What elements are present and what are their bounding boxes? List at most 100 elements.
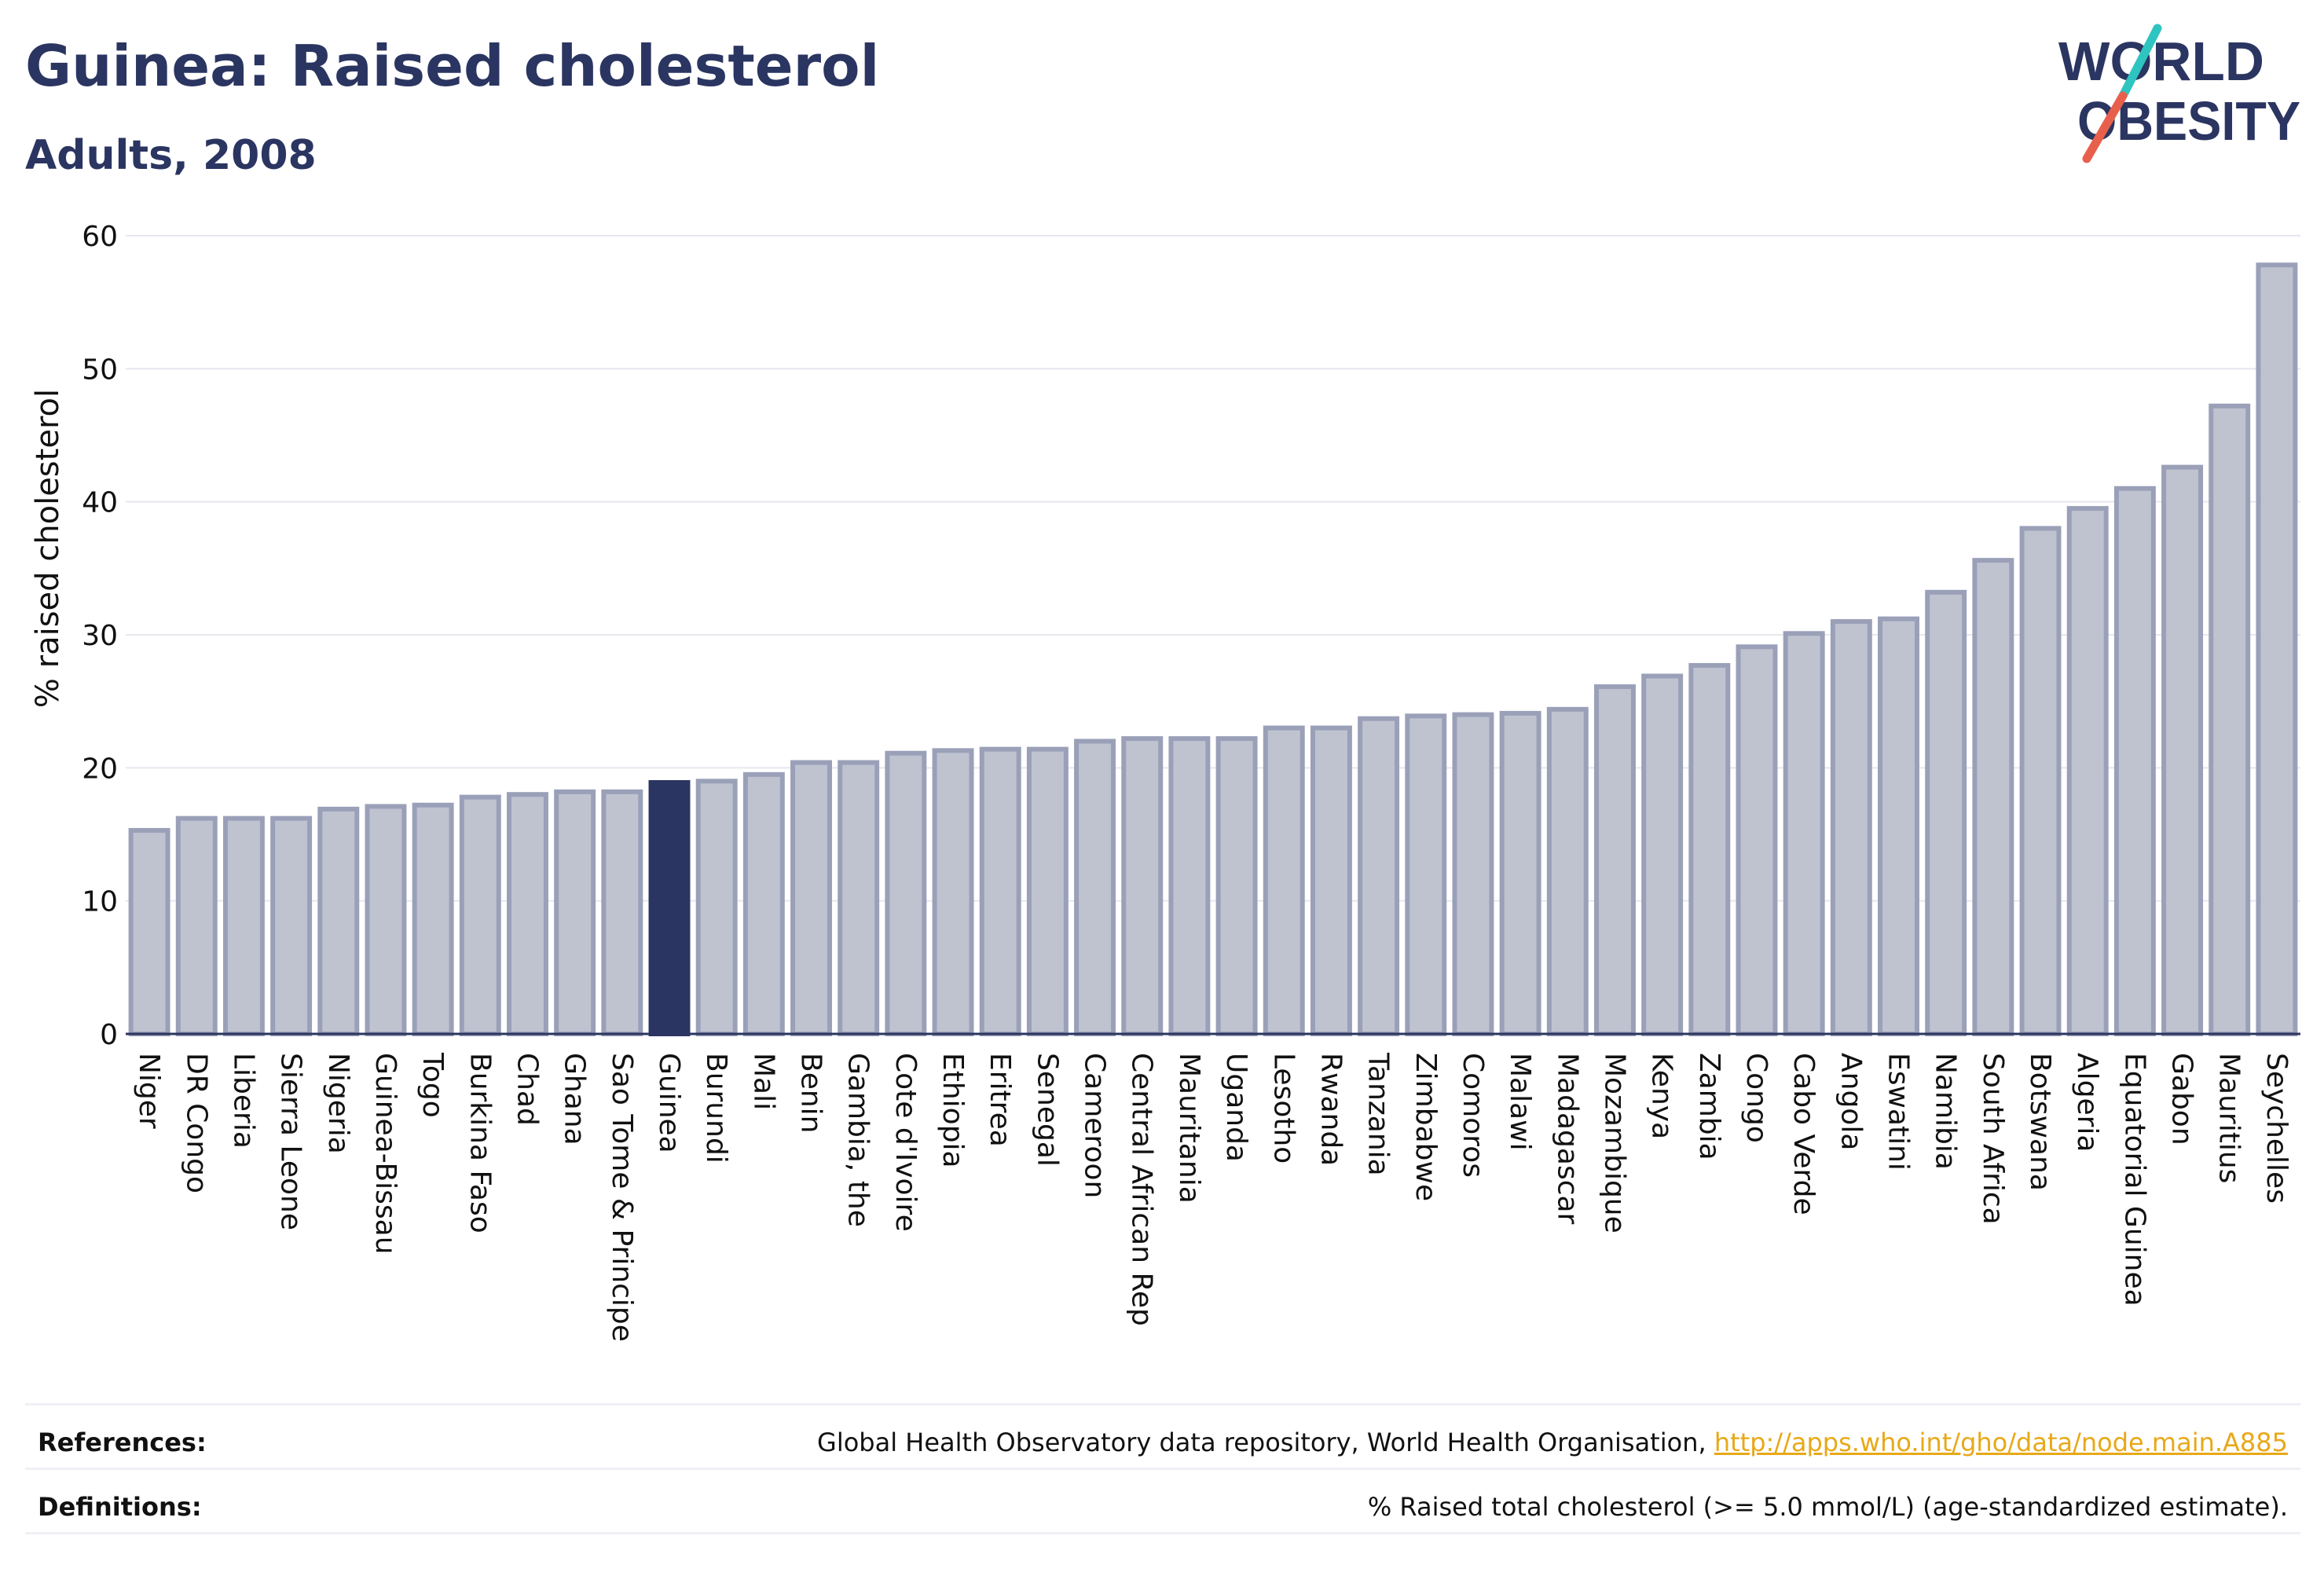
y-tick-label: 40 <box>82 487 118 519</box>
x-tick-label: Sierra Leone <box>275 1053 307 1230</box>
bar <box>222 815 265 1037</box>
x-tick-label: Benin <box>795 1053 827 1133</box>
x-tick-label: Zambia <box>1693 1053 1725 1160</box>
bar <box>2066 506 2109 1036</box>
bar <box>2256 262 2298 1036</box>
bar <box>1925 589 1967 1036</box>
x-tick-label: Cameroon <box>1079 1053 1111 1198</box>
x-tick-label: DR Congo <box>180 1053 212 1193</box>
y-tick-label: 30 <box>82 620 118 652</box>
y-axis-ticks: 0 10 20 30 40 50 60 <box>82 221 118 1051</box>
y-tick-label: 10 <box>82 886 118 918</box>
bar <box>554 789 596 1037</box>
x-tick-label: Gabon <box>2166 1053 2198 1145</box>
x-tick-label: Equatorial Guinea <box>2118 1053 2150 1307</box>
x-tick-label: Malawi <box>1504 1053 1536 1151</box>
x-tick-label: Eritrea <box>984 1053 1016 1147</box>
x-tick-label: Mauritius <box>2213 1053 2245 1183</box>
bars <box>128 262 2298 1037</box>
x-tick-label: Senegal <box>1031 1053 1063 1167</box>
y-tick-label: 0 <box>100 1019 118 1051</box>
world-obesity-logo: WORLD OBESITY <box>2058 24 2300 163</box>
x-tick-label: Liberia <box>227 1053 259 1149</box>
x-tick-label: Central African Rep <box>1126 1053 1158 1326</box>
x-tick-label: Nigeria <box>322 1053 354 1154</box>
bar <box>1074 739 1116 1036</box>
bar <box>1546 706 1589 1036</box>
logo-line1: WORLD <box>2058 31 2264 92</box>
definitions-label: Definitions: <box>38 1492 202 1522</box>
x-tick-label: Sao Tome & Principe <box>606 1053 638 1342</box>
definitions-row: Definitions: % Raised total cholesterol … <box>25 1468 2300 1533</box>
x-tick-label: Mozambique <box>1598 1053 1630 1233</box>
footer-divider <box>25 1532 2300 1534</box>
bar <box>932 748 974 1036</box>
bar <box>1452 712 1494 1036</box>
bar <box>885 750 927 1036</box>
bar <box>459 794 501 1036</box>
bar <box>1263 725 1305 1036</box>
bar <box>1641 673 1684 1036</box>
bar <box>1168 736 1211 1037</box>
chart-subtitle: Adults, 2008 <box>25 132 317 179</box>
x-tick-label: Togo <box>416 1052 449 1118</box>
references-label: References: <box>38 1428 207 1457</box>
x-tick-label: Comoros <box>1457 1053 1489 1178</box>
x-tick-label: Eswatini <box>1882 1053 1915 1171</box>
x-tick-label: Angola <box>1835 1053 1867 1150</box>
bar <box>1499 710 1541 1036</box>
bar <box>412 802 454 1037</box>
x-tick-label: Burkina Faso <box>464 1053 496 1233</box>
bar-chart: 0 10 20 30 40 50 60 Niger DR Congo Liberia Sierra… <box>30 221 2300 1342</box>
bar <box>2113 486 2156 1036</box>
bar <box>1358 716 1400 1036</box>
bar <box>507 792 548 1036</box>
bar <box>128 827 170 1037</box>
x-tick-label: Rwanda <box>1314 1053 1347 1166</box>
bar <box>790 760 832 1036</box>
bar <box>1310 725 1352 1036</box>
x-tick-label: Guinea-Bissau <box>369 1053 401 1255</box>
bar <box>601 789 643 1037</box>
references-text: Global Health Observatory data repositor… <box>817 1428 1714 1457</box>
x-tick-label: Zimbabwe <box>1409 1053 1442 1201</box>
logo-slash-top-icon <box>2118 24 2162 101</box>
bar <box>317 806 360 1036</box>
x-tick-label: Mauritania <box>1173 1053 1205 1204</box>
y-tick-label: 20 <box>82 753 118 785</box>
x-tick-label: Lesotho <box>1267 1053 1299 1164</box>
y-axis-label: % raised cholesterol <box>30 389 66 708</box>
bar <box>1688 662 1731 1036</box>
references-link[interactable]: http://apps.who.int/gho/data/node.main.A… <box>1714 1428 2288 1457</box>
bar <box>270 815 313 1037</box>
x-tick-label: Namibia <box>1930 1053 1962 1170</box>
bar <box>1830 619 1872 1036</box>
x-tick-label: Mali <box>747 1053 779 1110</box>
bar <box>175 815 218 1037</box>
bar <box>1783 631 1825 1036</box>
bar <box>979 746 1021 1036</box>
x-tick-label: Gambia, the <box>842 1053 874 1227</box>
x-tick-label: Kenya <box>1646 1053 1678 1139</box>
x-tick-label: Tanzania <box>1362 1052 1395 1176</box>
x-tick-label: Guinea <box>653 1053 685 1153</box>
bar <box>1026 746 1069 1036</box>
x-tick-label: Madagascar <box>1551 1053 1583 1225</box>
x-tick-label: Cabo Verde <box>1787 1053 1820 1215</box>
bar <box>695 779 738 1036</box>
y-tick-label: 60 <box>82 221 118 253</box>
x-tick-label: Uganda <box>1220 1053 1252 1162</box>
x-tick-label: Niger <box>133 1053 165 1129</box>
x-tick-label: Ghana <box>559 1053 591 1145</box>
x-tick-label: Chad <box>511 1053 543 1126</box>
bar <box>742 772 785 1036</box>
logo-line2: OBESITY <box>2077 90 2300 152</box>
bar <box>2161 464 2204 1036</box>
x-axis-labels: Niger DR Congo Liberia Sierra Leone Nigeria G… <box>133 1052 2293 1342</box>
references-row: References: Global Health Observatory da… <box>25 1403 2300 1468</box>
bar <box>365 804 407 1036</box>
bar <box>1121 736 1164 1037</box>
definitions-text: % Raised total cholesterol (>= 5.0 mmol/… <box>1367 1492 2288 1522</box>
bar <box>1405 713 1447 1036</box>
bar <box>1736 644 1778 1036</box>
